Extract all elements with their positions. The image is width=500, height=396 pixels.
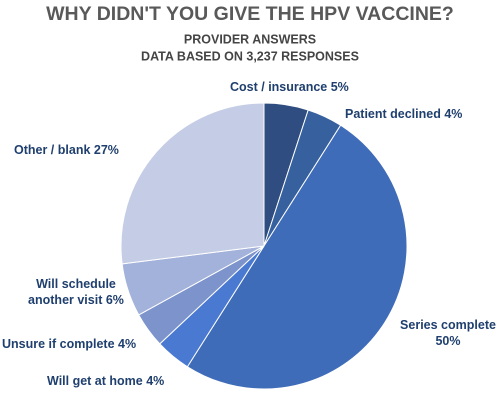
slice-label: Unsure if complete 4% (2, 336, 136, 352)
chart-title: WHY DIDN'T YOU GIVE THE HPV VACCINE? (46, 3, 454, 25)
value-label: 50% (435, 334, 461, 348)
slice-label: Other / blank 27% (14, 142, 119, 158)
slice-label: Will schedule another visit 6% (20, 276, 132, 308)
chart-note: DATA BASED ON 3,237 RESPONSES (141, 49, 359, 63)
slice-label: Patient declined 4% (345, 106, 462, 122)
category-label: Other / blank (14, 143, 91, 157)
chart-subtitle: PROVIDER ANSWERS (184, 32, 316, 46)
slice-label: Cost / insurance 5% (230, 79, 349, 95)
pie-slice (186, 124, 408, 390)
category-label: Cost / insurance (230, 80, 328, 94)
category-label: Unsure if complete (2, 337, 115, 351)
category-label: Patient declined (345, 107, 441, 121)
slice-label: Series complete 50% (393, 317, 500, 349)
value-label: 4% (118, 337, 137, 351)
value-label: 4% (146, 374, 165, 388)
pie-slice (120, 102, 265, 265)
category-label: Series complete (400, 318, 496, 332)
value-label: 4% (444, 107, 463, 121)
value-label: 5% (330, 80, 349, 94)
value-label: 27% (93, 143, 119, 157)
value-label: 6% (105, 293, 124, 307)
category-label: Will schedule another visit (28, 277, 116, 307)
slice-label: Will get at home 4% (47, 373, 164, 389)
category-label: Will get at home (47, 374, 143, 388)
